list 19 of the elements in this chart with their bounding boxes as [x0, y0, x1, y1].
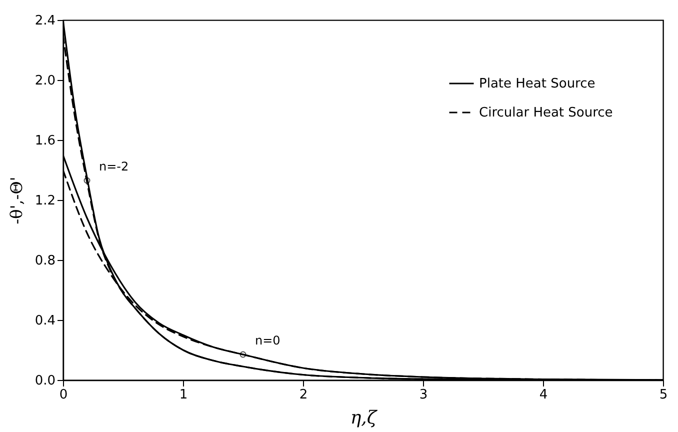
y-tick-label: 2.0	[34, 74, 56, 88]
x-tick-label: 2	[299, 388, 308, 402]
y-axis-title: -θ',-Θ'	[6, 176, 26, 224]
x-tick-label: 1	[179, 388, 188, 402]
x-tick-label: 0	[59, 388, 68, 402]
y-tick-label: 1.2	[34, 194, 56, 208]
y-tick-label: 0.4	[34, 314, 56, 328]
y-tick-label: 1.6	[34, 134, 56, 148]
x-axis-title: η,ζ	[350, 408, 378, 428]
annotation: n=0	[255, 334, 280, 348]
legend-label: Plate Heat Source	[479, 76, 596, 92]
y-tick-label: 0.0	[34, 374, 56, 388]
annotation: n=-2	[99, 160, 129, 174]
x-tick-label: 3	[419, 388, 428, 402]
x-tick-label: 5	[659, 388, 668, 402]
x-tick-label: 4	[539, 388, 548, 402]
legend-label: Circular Heat Source	[479, 106, 613, 120]
y-tick-label: 2.4	[34, 14, 56, 28]
y-tick-label: 0.8	[34, 254, 56, 268]
